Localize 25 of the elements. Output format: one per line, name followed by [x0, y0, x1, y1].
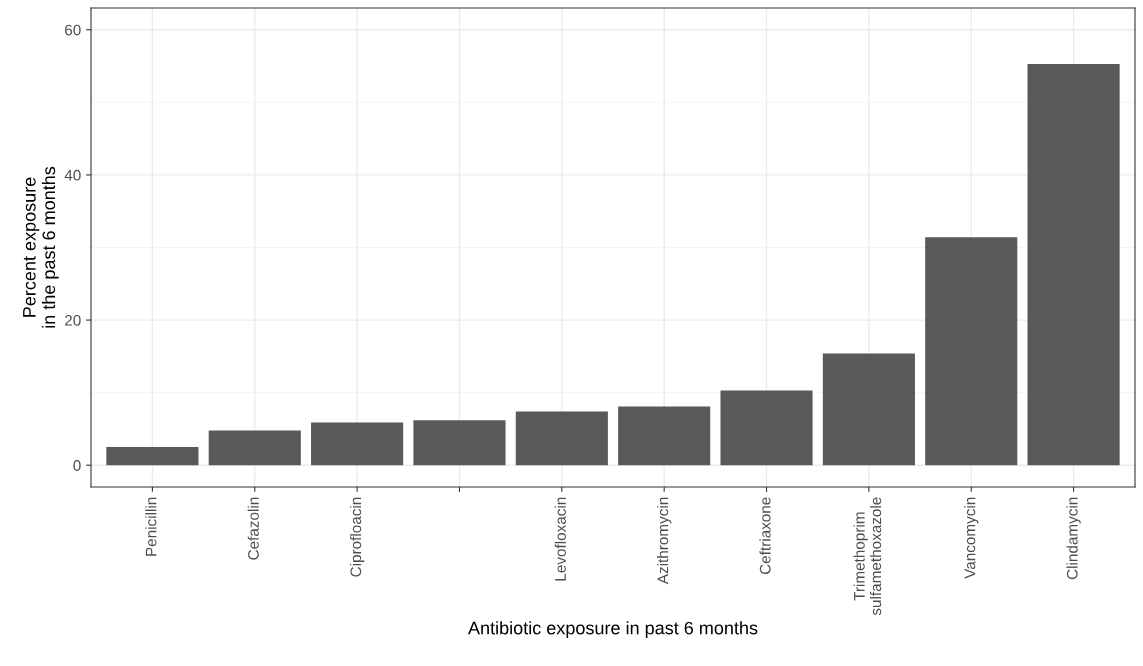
- bar: [822, 353, 915, 466]
- x-tick-label: Levofloxacin: [554, 497, 566, 581]
- x-tick-label: Vancomycin: [964, 497, 979, 579]
- bar: [515, 411, 608, 466]
- x-tick-label: Ceftriaxone: [759, 497, 771, 575]
- bar: [413, 420, 506, 466]
- x-tick-label: Trimethoprim sulfamethoxazole: [853, 497, 882, 616]
- bar: [106, 447, 199, 466]
- y-axis-title: Percent exposure in the past 6 months: [23, 166, 59, 328]
- x-tick-label: Azithromycin: [657, 497, 672, 585]
- y-tick-label: 20: [65, 314, 81, 326]
- bar: [1027, 63, 1120, 466]
- x-tick-label: Penicillin: [145, 497, 157, 556]
- y-tick-label: 60: [65, 24, 81, 36]
- x-tick-label: Clindamycin: [1066, 497, 1081, 580]
- bar: [618, 406, 711, 466]
- x-tick-label: Cefazolin: [247, 497, 259, 560]
- bar: [925, 237, 1018, 466]
- y-tick-label: 40: [64, 169, 81, 181]
- bar: [208, 430, 301, 466]
- x-tick-label: Ciprofloacin: [350, 497, 365, 577]
- y-tick-label: 0: [73, 460, 81, 471]
- x-axis-title: Antibiotic exposure in past 6 months: [468, 621, 758, 638]
- bar: [720, 390, 813, 466]
- bar: [311, 422, 404, 466]
